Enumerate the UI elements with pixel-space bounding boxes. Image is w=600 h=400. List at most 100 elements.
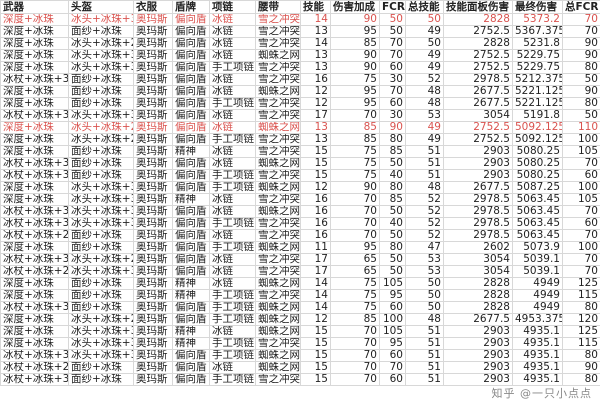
column-header[interactable]: 最终伤害: [512, 0, 563, 14]
table-cell[interactable]: 雪之冲突: [255, 97, 301, 110]
table-cell[interactable]: 奥玛斯: [133, 241, 173, 254]
table-cell[interactable]: 偏向盾: [172, 61, 210, 74]
table-cell[interactable]: 冰链: [209, 49, 256, 62]
table-cell[interactable]: 精神: [172, 325, 210, 338]
table-cell[interactable]: 14: [300, 13, 331, 26]
table-cell[interactable]: 60: [379, 373, 406, 386]
table-cell[interactable]: 14: [300, 37, 331, 50]
table-cell[interactable]: 偏向盾: [172, 253, 210, 266]
table-cell[interactable]: 冰链: [209, 157, 256, 170]
table-cell[interactable]: 5039.1: [512, 265, 563, 278]
table-cell[interactable]: 2828: [443, 301, 513, 314]
table-cell[interactable]: 2828: [443, 13, 513, 26]
table-cell[interactable]: 冰头+冰珠+3: [68, 325, 134, 338]
table-cell[interactable]: 75: [330, 145, 380, 158]
table-cell[interactable]: 偏向盾: [172, 109, 210, 122]
table-cell[interactable]: 5229.75: [512, 61, 563, 74]
table-cell[interactable]: 85: [330, 121, 380, 134]
table-cell[interactable]: 49: [405, 133, 444, 146]
table-cell[interactable]: 冰头+冰珠+2: [68, 133, 134, 146]
table-cell[interactable]: 精神: [172, 289, 210, 302]
table-cell[interactable]: 雪之冲突: [255, 337, 301, 350]
table-cell[interactable]: 面纱+冰珠: [68, 373, 134, 386]
table-cell[interactable]: 5373.2: [512, 13, 563, 26]
table-cell[interactable]: 冰杖+冰珠+3: [0, 109, 69, 122]
table-cell[interactable]: 48: [405, 97, 444, 110]
table-cell[interactable]: 16: [300, 73, 331, 86]
table-cell[interactable]: 面纱+冰珠: [68, 289, 134, 302]
table-cell[interactable]: 雪之冲突: [255, 217, 301, 230]
table-cell[interactable]: 手工项链: [209, 289, 256, 302]
table-cell[interactable]: 奥玛斯: [133, 85, 173, 98]
table-cell[interactable]: 面纱+冰珠: [68, 301, 134, 314]
table-cell[interactable]: 蜘蛛之网: [255, 49, 301, 62]
table-cell[interactable]: 4935.1: [512, 337, 563, 350]
table-cell[interactable]: 80: [562, 373, 600, 386]
table-cell[interactable]: 75: [330, 73, 380, 86]
table-cell[interactable]: 雪之冲突: [255, 253, 301, 266]
table-cell[interactable]: 110: [562, 121, 600, 134]
table-cell[interactable]: 奥玛斯: [133, 337, 173, 350]
table-cell[interactable]: 115: [562, 337, 600, 350]
table-cell[interactable]: 偏向盾: [172, 241, 210, 254]
table-cell[interactable]: 51: [405, 361, 444, 374]
column-header[interactable]: 伤害加成: [330, 0, 380, 14]
table-cell[interactable]: 15: [300, 349, 331, 362]
table-cell[interactable]: 60: [379, 349, 406, 362]
table-cell[interactable]: 48: [405, 85, 444, 98]
table-cell[interactable]: 5191.8: [512, 109, 563, 122]
table-cell[interactable]: 4949: [512, 277, 563, 290]
table-cell[interactable]: 2828: [443, 277, 513, 290]
table-cell[interactable]: 85: [379, 193, 406, 206]
table-cell[interactable]: 14: [300, 277, 331, 290]
table-cell[interactable]: 70: [379, 361, 406, 374]
table-cell[interactable]: 12: [300, 97, 331, 110]
table-cell[interactable]: 偏向盾: [172, 37, 210, 50]
table-cell[interactable]: 冰头+冰珠+3: [68, 217, 134, 230]
table-cell[interactable]: 2828: [443, 37, 513, 50]
table-cell[interactable]: 奥玛斯: [133, 169, 173, 182]
table-cell[interactable]: 100: [562, 181, 600, 194]
table-cell[interactable]: 85: [330, 313, 380, 326]
table-cell[interactable]: 偏向盾: [172, 361, 210, 374]
table-cell[interactable]: 手工项链: [209, 61, 256, 74]
table-cell[interactable]: 70: [562, 157, 600, 170]
table-cell[interactable]: 手工项链: [209, 313, 256, 326]
table-cell[interactable]: 2752.5: [443, 25, 513, 38]
table-cell[interactable]: 冰链: [209, 253, 256, 266]
table-cell[interactable]: 偏向盾: [172, 85, 210, 98]
table-cell[interactable]: 95: [330, 85, 380, 98]
table-cell[interactable]: 13: [300, 25, 331, 38]
table-cell[interactable]: 2752.5: [443, 61, 513, 74]
table-cell[interactable]: 2903: [443, 145, 513, 158]
table-cell[interactable]: 75: [330, 301, 380, 314]
table-cell[interactable]: 冰链: [209, 205, 256, 218]
table-cell[interactable]: 85: [379, 145, 406, 158]
table-cell[interactable]: 雪之冲突: [255, 229, 301, 242]
table-cell[interactable]: 蜘蛛之网: [255, 325, 301, 338]
table-cell[interactable]: 15: [300, 361, 331, 374]
column-header[interactable]: 盾牌: [172, 0, 210, 14]
table-cell[interactable]: 70: [562, 265, 600, 278]
table-cell[interactable]: 精神: [172, 277, 210, 290]
table-cell[interactable]: 冰杖+冰珠+3: [0, 73, 69, 86]
table-cell[interactable]: 奥玛斯: [133, 13, 173, 26]
table-cell[interactable]: 15: [300, 169, 331, 182]
table-cell[interactable]: 49: [405, 49, 444, 62]
table-cell[interactable]: 70: [379, 37, 406, 50]
table-cell[interactable]: 雪之冲突: [255, 265, 301, 278]
table-cell[interactable]: 奥玛斯: [133, 133, 173, 146]
table-cell[interactable]: 面纱+冰珠: [68, 229, 134, 242]
table-cell[interactable]: 冰杖+冰珠+3: [0, 373, 69, 386]
table-cell[interactable]: 奥玛斯: [133, 73, 173, 86]
table-cell[interactable]: 51: [405, 169, 444, 182]
table-cell[interactable]: 125: [562, 277, 600, 290]
table-cell[interactable]: 5221.125: [512, 85, 563, 98]
table-cell[interactable]: 70: [330, 361, 380, 374]
table-cell[interactable]: 奥玛斯: [133, 181, 173, 194]
table-cell[interactable]: 5063.45: [512, 229, 563, 242]
table-cell[interactable]: 12: [300, 313, 331, 326]
table-cell[interactable]: 深度+冰珠: [0, 313, 69, 326]
table-cell[interactable]: 手工项链: [209, 349, 256, 362]
table-cell[interactable]: 2752.5: [443, 133, 513, 146]
